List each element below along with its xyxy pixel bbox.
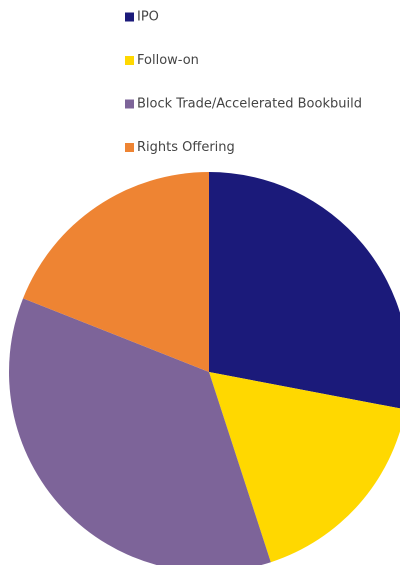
pie-slice — [23, 172, 209, 372]
pie-slice — [209, 372, 400, 563]
pie-slice — [9, 298, 271, 565]
legend-label: Rights Offering — [137, 140, 235, 155]
legend-swatch — [125, 56, 134, 65]
pie-slice — [209, 172, 400, 409]
legend-swatch — [125, 99, 134, 109]
legend-swatch — [125, 12, 134, 22]
legend-label: Block Trade/Accelerated Bookbuild — [137, 97, 362, 112]
legend-label: IPO — [137, 10, 159, 25]
legend-label: Follow-on — [137, 53, 199, 68]
legend-swatch — [125, 143, 134, 152]
